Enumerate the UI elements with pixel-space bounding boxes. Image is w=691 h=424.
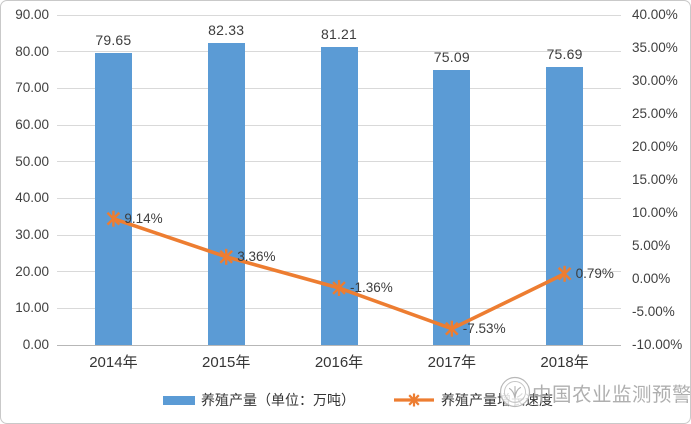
right-axis-tick: 15.00% [632, 172, 678, 187]
left-axis-tick: 10.00 [15, 300, 49, 316]
legend-item-production: 养殖产量（单位：万吨） [163, 390, 355, 410]
bar-2018年 [546, 67, 584, 345]
legend: 养殖产量（单位：万吨） 养殖产量增长速度 [163, 390, 553, 410]
left-axis-tick: 40.00 [15, 190, 49, 206]
right-axis-tick: 25.00% [632, 106, 678, 121]
bar-value-label: 82.33 [208, 22, 245, 39]
left-axis-tick: 30.00 [15, 227, 49, 242]
left-axis-tick: 80.00 [15, 43, 49, 59]
x-axis-label: 2014年 [89, 354, 138, 371]
watermark: 中国农业监测预警 [499, 374, 691, 410]
x-axis-line [57, 344, 621, 346]
line-point-label: 9.14% [124, 211, 163, 227]
bar-2016年 [320, 47, 358, 345]
right-axis-tick: 10.00% [632, 205, 678, 220]
right-axis-tick: 0.00% [632, 271, 671, 286]
right-axis-tick: -5.00% [632, 304, 675, 319]
left-axis-tick: 70.00 [15, 80, 49, 96]
bar-series-swatch [163, 395, 195, 405]
gridline [57, 14, 621, 16]
bar-value-label: 81.21 [320, 26, 358, 43]
watermark-text: 中国农业监测预警 [532, 383, 691, 406]
right-axis-tick: 40.00% [632, 7, 678, 22]
left-axis-tick: 90.00 [15, 7, 49, 22]
x-axis-label: 2017年 [427, 354, 476, 371]
bar-2015年 [207, 43, 245, 345]
right-axis-tick: 30.00% [632, 73, 678, 88]
right-axis-tick: -10.00% [632, 337, 683, 352]
bar-2014年 [94, 52, 132, 345]
left-axis-tick: 20.00 [15, 263, 49, 279]
line-point-label: -1.36% [350, 280, 393, 296]
line-point-label: -7.53% [462, 321, 506, 337]
right-axis-tick: 20.00% [632, 139, 678, 154]
line-point-label: 0.79% [575, 266, 614, 282]
bar-value-label: 79.65 [95, 31, 132, 48]
x-axis-label: 2018年 [540, 354, 589, 371]
line-point-label: 3.36% [237, 249, 276, 265]
line-series-swatch [394, 393, 434, 407]
bar-2017年 [433, 69, 471, 345]
bar-value-label: 75.09 [433, 48, 470, 65]
bar-value-label: 75.69 [546, 46, 583, 63]
right-axis-tick: 35.00% [632, 40, 678, 55]
watermark-logo-icon [499, 376, 531, 408]
x-axis-label: 2015年 [202, 354, 251, 371]
left-axis-tick: 60.00 [15, 117, 49, 132]
legend-label-production: 养殖产量（单位：万吨） [201, 392, 355, 408]
left-axis-tick: 50.00 [15, 153, 49, 169]
left-axis-tick: 0.00 [22, 337, 49, 352]
right-axis-tick: 5.00% [632, 238, 671, 253]
x-axis-label: 2016年 [314, 354, 364, 371]
